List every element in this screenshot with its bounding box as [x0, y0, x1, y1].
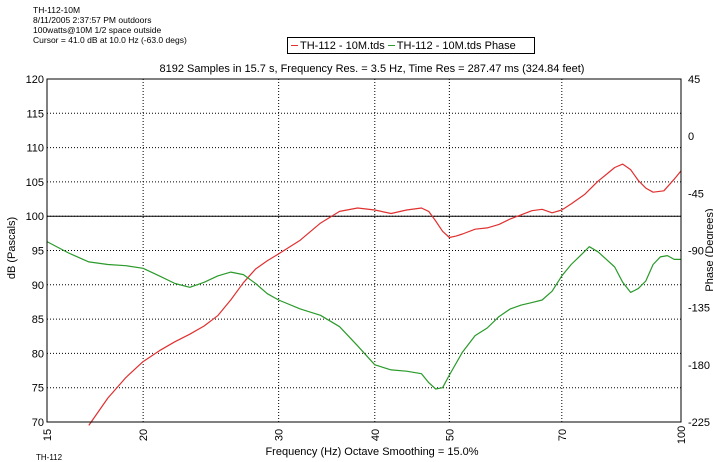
x-axis-label: Frequency (Hz) Octave Smoothing = 15.0% — [265, 446, 478, 458]
info-line: 100watts@10M 1/2 space outside — [33, 25, 162, 35]
x-tick-label: 15 — [42, 429, 54, 441]
y-right-tick-label: -180 — [688, 360, 710, 372]
bottom-label-fragment: TH-112 — [36, 453, 63, 462]
info-line: 8/11/2005 2:37:57 PM outdoors — [33, 15, 152, 25]
legend-label: TH-112 - 10M.tds — [300, 39, 385, 52]
x-tick-label: 40 — [370, 429, 382, 441]
y-right-tick-label: 0 — [688, 131, 694, 143]
axis-labels: 70 75 80 85 90 95 100 105 110 115 120 15 20 30 40 50 70 1… — [26, 74, 710, 444]
legend-item: TH-112 - 10M.tds Phase — [387, 39, 516, 52]
y-tick-label: 70 — [32, 417, 44, 429]
y-tick-label: 100 — [26, 211, 44, 223]
measurement-info: TH-112-10M 8/11/2005 2:37:57 PM outdoors… — [33, 5, 187, 45]
x-tick-label: 50 — [444, 429, 456, 441]
legend-item: TH-112 - 10M.tds — [291, 40, 385, 52]
chart-title: 8192 Samples in 15.7 s, Frequency Res. =… — [160, 63, 585, 75]
grid — [47, 79, 681, 422]
series-line-phase — [46, 241, 681, 390]
y-right-tick-label: -135 — [688, 303, 710, 315]
y-right-tick-label: 45 — [688, 74, 700, 86]
x-tick-label: 20 — [138, 429, 150, 441]
y-tick-label: 110 — [26, 143, 44, 155]
y-axis-label: dB (Pascals) — [6, 217, 18, 279]
y-right-tick-label: -225 — [688, 417, 710, 429]
y-tick-label: 80 — [32, 348, 44, 360]
info-line: Cursor = 41.0 dB at 10.0 Hz (-63.0 degs) — [33, 35, 187, 45]
y-right-axis-label: Phase (Degrees) — [704, 208, 713, 291]
y-right-tick-label: -90 — [688, 246, 704, 258]
x-tick-label: 70 — [557, 429, 569, 441]
y-right-tick-label: -45 — [688, 188, 704, 200]
x-tick-label: 100 — [676, 426, 688, 444]
x-tick-label: 30 — [274, 429, 286, 441]
legend-swatch-green — [387, 45, 395, 46]
y-tick-label: 115 — [26, 108, 44, 120]
info-line: TH-112-10M — [33, 5, 81, 15]
y-tick-label: 120 — [26, 74, 44, 86]
series-line-magnitude — [88, 163, 682, 426]
legend-swatch-red — [291, 45, 298, 46]
legend-label: TH-112 - 10M.tds Phase — [396, 39, 516, 52]
chart-legend: TH-112 - 10M.tds TH-112 - 10M.tds Phase — [287, 37, 535, 54]
y-tick-label: 105 — [26, 177, 44, 189]
y-tick-label: 90 — [32, 280, 44, 292]
plot-frame — [46, 78, 682, 423]
y-tick-label: 95 — [32, 246, 44, 258]
series-layer — [46, 163, 682, 426]
y-tick-label: 75 — [32, 383, 44, 395]
y-tick-label: 85 — [32, 314, 44, 326]
